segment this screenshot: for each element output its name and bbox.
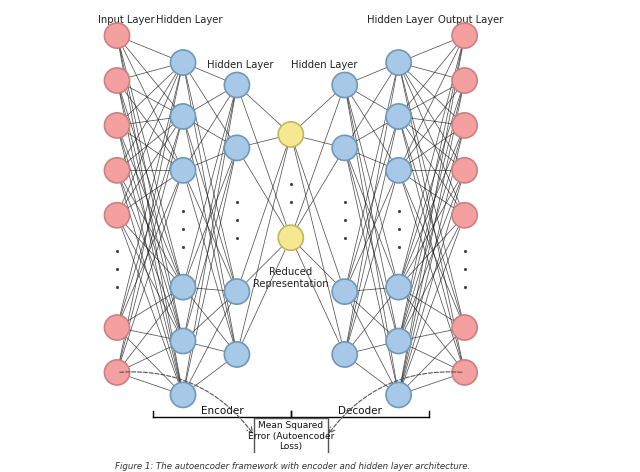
Circle shape (225, 342, 250, 367)
Circle shape (170, 158, 196, 183)
Circle shape (104, 23, 129, 48)
Circle shape (170, 329, 196, 354)
FancyBboxPatch shape (253, 418, 328, 455)
Circle shape (386, 50, 411, 75)
Circle shape (452, 113, 477, 138)
Circle shape (452, 23, 477, 48)
Circle shape (104, 68, 129, 93)
Text: Reduced
Representation: Reduced Representation (253, 267, 328, 288)
Text: Input Layer: Input Layer (98, 16, 154, 25)
Text: Output Layer: Output Layer (438, 16, 503, 25)
Circle shape (170, 104, 196, 129)
Circle shape (452, 360, 477, 385)
Text: Hidden Layer: Hidden Layer (156, 16, 223, 25)
Circle shape (386, 275, 411, 300)
Circle shape (386, 382, 411, 407)
Circle shape (332, 279, 357, 304)
Text: Hidden Layer: Hidden Layer (207, 60, 273, 70)
Circle shape (104, 315, 129, 340)
Circle shape (386, 104, 411, 129)
Circle shape (452, 315, 477, 340)
Circle shape (225, 279, 250, 304)
Circle shape (170, 50, 196, 75)
Circle shape (104, 158, 129, 183)
Circle shape (332, 135, 357, 160)
Circle shape (332, 342, 357, 367)
Circle shape (452, 158, 477, 183)
Text: Hidden Layer: Hidden Layer (291, 60, 357, 70)
Text: Encoder: Encoder (200, 405, 243, 415)
Text: Mean Squared
Error (Autoencoder
Loss): Mean Squared Error (Autoencoder Loss) (248, 421, 334, 451)
Circle shape (104, 202, 129, 228)
Circle shape (104, 113, 129, 138)
Circle shape (170, 382, 196, 407)
Circle shape (278, 225, 303, 250)
Circle shape (386, 329, 411, 354)
Circle shape (170, 275, 196, 300)
Circle shape (332, 72, 357, 98)
Circle shape (452, 68, 477, 93)
Circle shape (104, 360, 129, 385)
Circle shape (452, 202, 477, 228)
Circle shape (225, 72, 250, 98)
Text: Hidden Layer: Hidden Layer (367, 16, 434, 25)
Circle shape (386, 158, 411, 183)
Text: Figure 1: The autoencoder framework with encoder and hidden layer architecture.: Figure 1: The autoencoder framework with… (115, 462, 470, 471)
Circle shape (225, 135, 250, 160)
Text: Decoder: Decoder (338, 405, 381, 415)
Circle shape (278, 122, 303, 147)
